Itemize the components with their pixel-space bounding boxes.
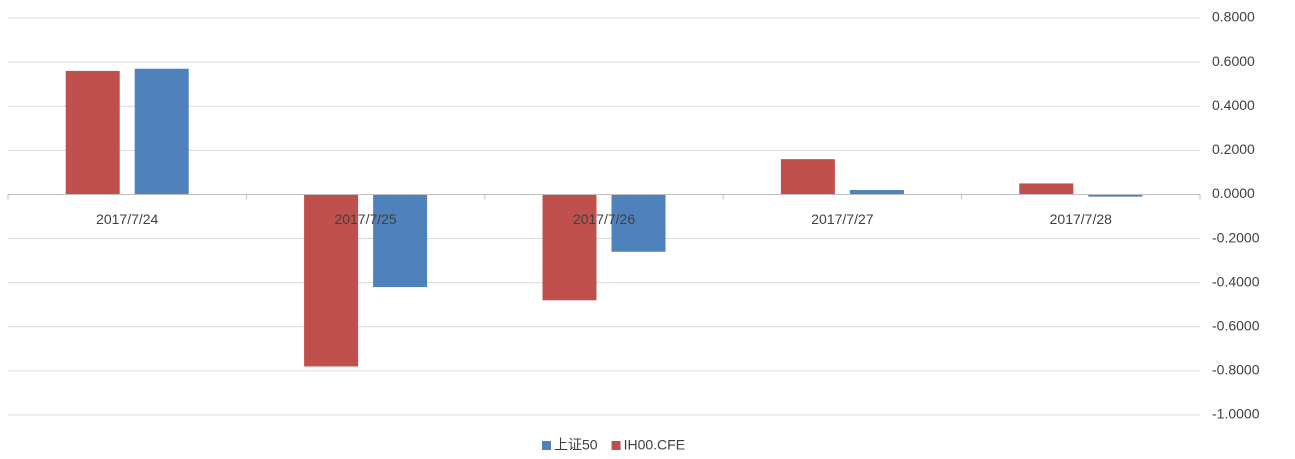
bar	[134, 68, 189, 195]
legend-swatch	[611, 441, 621, 450]
legend-label: IH00.CFE	[624, 437, 685, 453]
x-tick-label: 2017/7/27	[811, 211, 873, 227]
y-tick-label: -0.6000	[1212, 317, 1260, 333]
y-tick-label: -0.4000	[1212, 273, 1260, 289]
y-tick-label: 0.6000	[1212, 53, 1255, 69]
bar	[849, 190, 904, 195]
x-tick-label: 2017/7/24	[96, 211, 158, 227]
legend-label: 上证50	[554, 437, 598, 453]
y-tick-label: 0.4000	[1212, 97, 1255, 113]
bar	[542, 194, 597, 301]
y-tick-label: 0.8000	[1212, 9, 1255, 25]
x-tick-label: 2017/7/25	[334, 211, 396, 227]
bar	[373, 194, 428, 288]
y-tick-label: -0.8000	[1212, 362, 1260, 378]
x-tick-label: 2017/7/28	[1050, 211, 1112, 227]
y-tick-label: -1.0000	[1212, 406, 1260, 422]
bar	[1088, 194, 1143, 197]
bar	[611, 194, 666, 252]
bar	[65, 70, 120, 195]
legend-swatch	[542, 441, 551, 450]
y-tick-label: -0.2000	[1212, 229, 1260, 245]
bar	[304, 194, 359, 367]
y-tick-label: 0.0000	[1212, 185, 1255, 201]
y-tick-label: 0.2000	[1212, 141, 1255, 157]
bar	[1019, 183, 1074, 195]
bar	[780, 159, 835, 195]
x-tick-label: 2017/7/26	[573, 211, 635, 227]
